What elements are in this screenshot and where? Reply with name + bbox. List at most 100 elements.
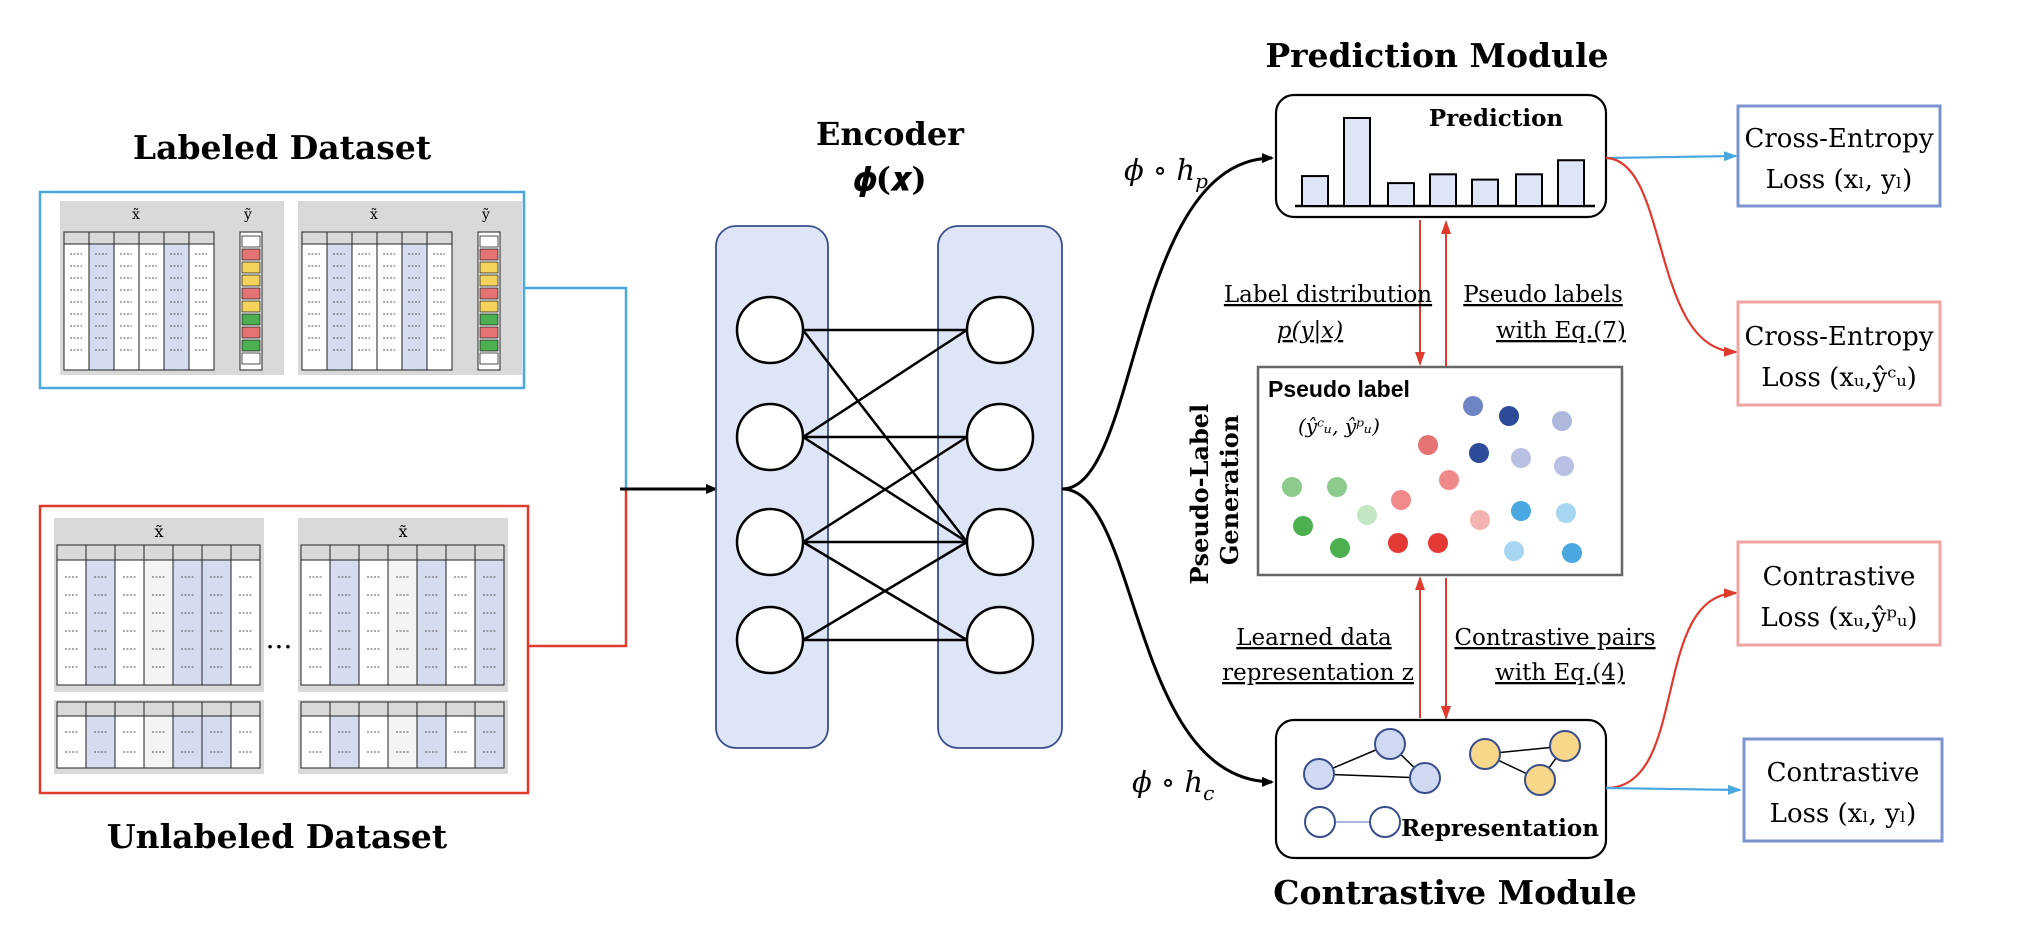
prediction-box-label: Prediction <box>1429 105 1564 132</box>
feature-column <box>351 231 378 371</box>
column-header <box>172 701 203 717</box>
column-header <box>426 231 453 245</box>
feature-column <box>401 231 428 371</box>
unlabeled-tables: x̃ x̃ <box>54 518 508 774</box>
label-cell <box>479 352 499 365</box>
feature-column <box>114 544 145 686</box>
label-cell <box>241 248 261 261</box>
feature-column <box>85 544 116 686</box>
svg-text:Loss (xₗ, yₗ): Loss (xₗ, yₗ) <box>1766 165 1913 195</box>
prediction-bar <box>1471 178 1499 208</box>
feature-column <box>138 231 165 371</box>
labeled-dataset-frame <box>38 190 526 390</box>
network-edge <box>802 328 968 439</box>
contrastive-head-label: ϕ ∘ hc <box>1132 765 1214 805</box>
feature-column <box>445 544 476 686</box>
label-cell <box>241 274 261 287</box>
pseudo-label-point <box>1388 533 1408 553</box>
learned-data-text-2: representation z <box>1222 660 1414 686</box>
representation-node <box>1409 762 1441 794</box>
prediction-head-label: ϕ ∘ hp <box>1124 153 1208 193</box>
x-label: x̃ <box>154 522 163 541</box>
column-header <box>474 701 505 717</box>
pseudo-label-point <box>1463 396 1483 416</box>
labeled-connector <box>524 286 628 489</box>
column-header <box>329 544 360 561</box>
representation-node <box>1304 806 1336 838</box>
column-header <box>88 231 115 245</box>
column-header <box>163 231 190 245</box>
prediction-bar <box>1557 159 1585 208</box>
label-cell <box>241 339 261 352</box>
pseudo-label-point <box>1469 443 1489 463</box>
encoder-layer-input <box>715 225 829 749</box>
column-header <box>474 544 505 561</box>
pseudo-label-point <box>1357 505 1377 525</box>
label-cell <box>479 339 499 352</box>
pseudo-label-point <box>1556 503 1576 523</box>
column-header <box>201 701 232 717</box>
feature-column <box>376 231 403 371</box>
pseudo-label-point <box>1504 541 1524 561</box>
label-cell <box>241 261 261 274</box>
column-header <box>387 544 418 561</box>
labeled-dataset-title: Labeled Dataset <box>133 128 432 167</box>
feature-column <box>301 231 328 371</box>
pseudo-label-point <box>1511 448 1531 468</box>
y-label: ỹ <box>481 207 490 223</box>
column-header <box>114 701 145 717</box>
column-header <box>201 544 232 561</box>
column-header <box>85 544 116 561</box>
column-header <box>301 231 328 245</box>
feature-column <box>56 544 87 686</box>
pseudo-labels-eq: with Eq.(7) <box>1496 318 1626 344</box>
column-header <box>401 231 428 245</box>
column-header <box>300 701 331 717</box>
encoder-network <box>735 295 1035 675</box>
x-label: x̃ <box>398 522 407 541</box>
output-neuron <box>965 605 1035 675</box>
unlabeled-dataset-frame <box>38 504 530 795</box>
network-edge <box>802 540 968 642</box>
prediction-bar <box>1429 173 1457 208</box>
labeled-table: x̃ ỹ <box>298 201 522 375</box>
pseudo-label-point <box>1391 490 1411 510</box>
output-neuron <box>965 402 1035 472</box>
feature-column <box>416 544 447 686</box>
to-contrastive-curve <box>1061 487 1274 787</box>
x-label: x̃ <box>132 207 140 223</box>
to-con-labeled-arrow <box>1605 784 1742 795</box>
pseudo-label-point <box>1554 456 1574 476</box>
y-label: ỹ <box>243 207 252 223</box>
pseudo-label-point <box>1562 543 1582 563</box>
column-header <box>188 231 215 245</box>
column-header <box>143 701 174 717</box>
column-header <box>56 544 87 561</box>
prediction-bars <box>1295 117 1595 208</box>
feature-column <box>358 544 389 686</box>
pseudo-label-point <box>1552 411 1572 431</box>
representation-node <box>1303 758 1335 790</box>
pseudo-label-point <box>1418 435 1438 455</box>
column-header <box>387 701 418 717</box>
column-header <box>56 701 87 717</box>
column-header <box>358 701 389 717</box>
column-header <box>329 701 360 717</box>
unlabeled-dataset-title: Unlabeled Dataset <box>107 817 448 856</box>
feature-column <box>63 231 90 371</box>
column-header <box>445 544 476 561</box>
representation-node <box>1524 764 1556 796</box>
label-distribution-formula: p(y|x) <box>1277 318 1343 344</box>
to-ce-labeled-arrow <box>1605 151 1738 162</box>
label-cell <box>479 274 499 287</box>
prediction-bar <box>1515 173 1543 208</box>
pseudo-label-scatter <box>1282 396 1582 563</box>
label-cell <box>241 326 261 339</box>
column-header <box>85 701 116 717</box>
ce-labeled-loss: Cross-Entropy Loss (xₗ, yₗ) <box>1736 104 1942 208</box>
representation-graph <box>1303 728 1581 838</box>
representation-node <box>1469 738 1501 770</box>
unlabeled-ellipsis: ... <box>266 622 293 655</box>
learned-data-text: Learned data <box>1236 625 1392 651</box>
